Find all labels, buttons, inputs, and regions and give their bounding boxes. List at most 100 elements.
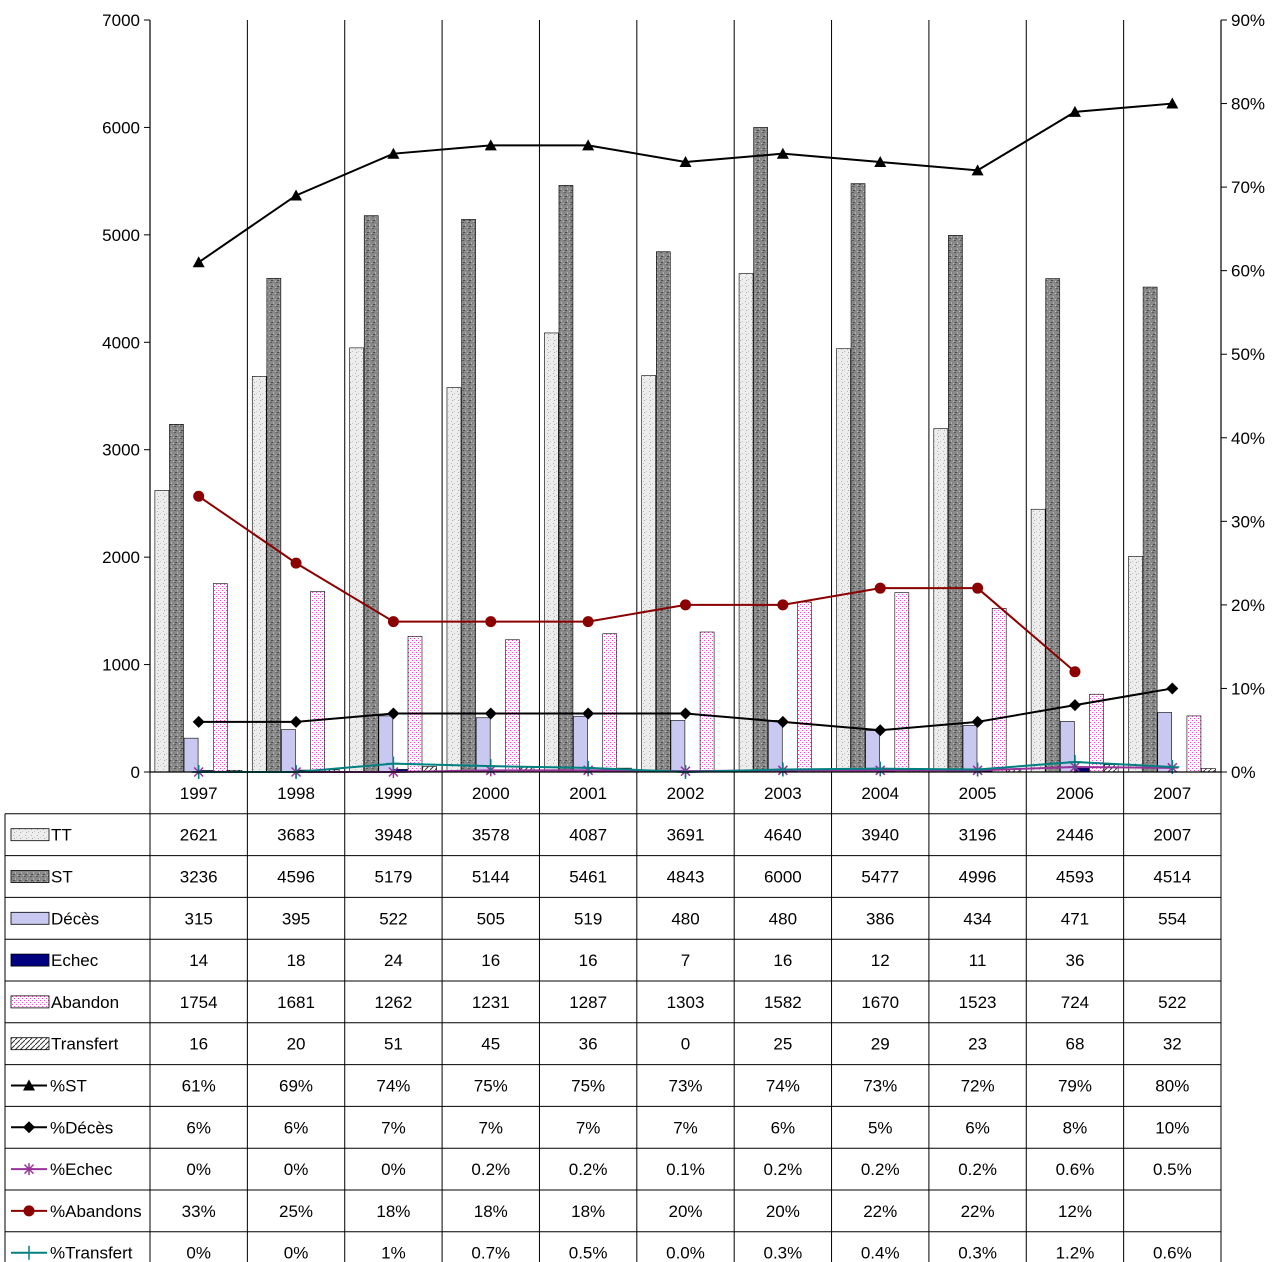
point-abandons-1998 [290, 557, 302, 569]
bar-tt-2001 [544, 332, 559, 773]
point-st-2001 [582, 139, 595, 151]
table-cell: 0.5% [569, 1244, 608, 1262]
table-cell: 74% [376, 1077, 410, 1096]
legend-key-tt [10, 828, 50, 842]
table-cell: 0.6% [1056, 1160, 1095, 1179]
table-cell: 45 [481, 1035, 500, 1054]
table-cell: 14 [189, 951, 208, 970]
table-cell: 5179 [374, 868, 412, 887]
bar-d-c-s-2007 [1157, 712, 1173, 773]
legend-key-d-c-s [10, 911, 50, 925]
bar-abandon-2002 [699, 631, 715, 773]
bar-abandon-1997 [212, 583, 228, 773]
table-cell: 7 [681, 951, 690, 970]
table-row-echec: Echec 14 18 24 16 16 7 16 12 11 36 [10, 951, 1084, 970]
bar-d-c-s-2001 [573, 715, 588, 773]
point-d-c-s-2001 [582, 707, 595, 720]
table-cell: 519 [574, 909, 602, 928]
table-cell: 0.6% [1153, 1244, 1192, 1262]
legend-label-echec: Echec [51, 951, 99, 970]
table-cell: 10% [1155, 1118, 1189, 1137]
table-cell: 22% [961, 1202, 995, 1221]
point-st-1998 [290, 189, 303, 201]
table-cell: 480 [769, 909, 797, 928]
legend-marker-d-c-s [23, 1121, 35, 1134]
legend-label-abandons: %Abandons [50, 1202, 142, 1221]
table-cell: 5144 [472, 868, 510, 887]
point-d-c-s-2007 [1166, 682, 1179, 695]
table-cell: 22% [863, 1202, 897, 1221]
table-cell: 471 [1061, 909, 1089, 928]
point-st-1997 [192, 256, 205, 268]
table-cell: 25 [773, 1035, 792, 1054]
table-cell: 72% [961, 1077, 995, 1096]
bar-st-2002 [655, 251, 671, 773]
y-left-tick-label: 7000 [102, 11, 140, 30]
table-cell: 51 [384, 1035, 403, 1054]
table-cell: 395 [282, 909, 310, 928]
legend-label-abandon: Abandon [51, 993, 119, 1012]
table-cell: 18 [287, 951, 306, 970]
bar-abandon-1998 [310, 591, 325, 773]
bar-abandon-2003 [797, 601, 812, 773]
legend-marker-echec [23, 1163, 35, 1176]
table-cell: 79% [1058, 1077, 1092, 1096]
table-cell: 4640 [764, 826, 802, 845]
y-right-tick-label: 80% [1231, 95, 1265, 114]
table-cell: 1303 [667, 993, 705, 1012]
table-cell: 6000 [764, 868, 802, 887]
table-cell: 16 [481, 951, 500, 970]
table-row-st: ST 3236 4596 5179 5144 5461 4843 6000 5477 4996 45… [10, 868, 1191, 887]
table-cell: 5% [868, 1118, 893, 1137]
point-d-c-s-1997 [192, 715, 205, 728]
y-left-tick-label: 5000 [102, 226, 140, 245]
table-cell: 0% [284, 1244, 309, 1262]
table-cell: 16 [579, 951, 598, 970]
table-cell: 74% [766, 1077, 800, 1096]
table-row-d-c-s: Décès 315 395 522 505 519 480 480 386 434 471 554 [10, 909, 1187, 928]
x-tick-label-2006: 2006 [1056, 784, 1094, 803]
table-cell: 73% [863, 1077, 897, 1096]
point-abandons-2002 [680, 599, 691, 611]
bar-abandon-2006 [1089, 693, 1104, 773]
table-cell: 3196 [959, 826, 997, 845]
y-right-tick-label: 40% [1231, 429, 1265, 448]
point-d-c-s-1999 [387, 707, 400, 720]
y-right-tick-label: 20% [1231, 596, 1265, 615]
table-cell: 4596 [277, 868, 315, 887]
table-cell: 0.2% [763, 1160, 802, 1179]
table-cell: 3236 [180, 868, 218, 887]
bar-tt-2007 [1128, 556, 1143, 773]
bar-abandon-1999 [407, 636, 423, 773]
bar-d-c-s-2002 [670, 720, 686, 773]
table-cell: 0.1% [666, 1160, 705, 1179]
legend-label-transfert: %Transfert [50, 1244, 133, 1262]
table-cell: 5461 [569, 868, 607, 887]
table-cell: 386 [866, 909, 894, 928]
table-cell: 7% [381, 1118, 406, 1137]
table-cell: 18% [571, 1202, 605, 1221]
table-cell: 3948 [374, 826, 412, 845]
table-cell: 0.3% [763, 1244, 802, 1262]
table-cell: 3940 [861, 826, 899, 845]
table-cell: 0.2% [471, 1160, 510, 1179]
bar-abandon-2007 [1186, 715, 1202, 773]
point-st-2000 [484, 139, 497, 151]
table-cell: 724 [1061, 993, 1089, 1012]
bar-d-c-s-2003 [767, 720, 783, 773]
point-abandons-1997 [193, 490, 205, 502]
point-abandons-2003 [777, 599, 789, 611]
table-cell: 6% [284, 1118, 309, 1137]
point-st-2003 [776, 147, 789, 159]
point-transfert-2005 [970, 762, 985, 777]
legend-key-abandon [10, 995, 50, 1009]
table-cell: 36 [579, 1035, 598, 1054]
line-abandons [198, 495, 1076, 673]
table-cell: 75% [571, 1077, 605, 1096]
bar-st-2000 [461, 219, 476, 773]
table-cell: 36 [1065, 951, 1084, 970]
bar-st-2007 [1142, 286, 1158, 773]
table-cell: 73% [668, 1077, 702, 1096]
table-cell: 29 [871, 1035, 890, 1054]
table-cell: 8% [1063, 1118, 1088, 1137]
